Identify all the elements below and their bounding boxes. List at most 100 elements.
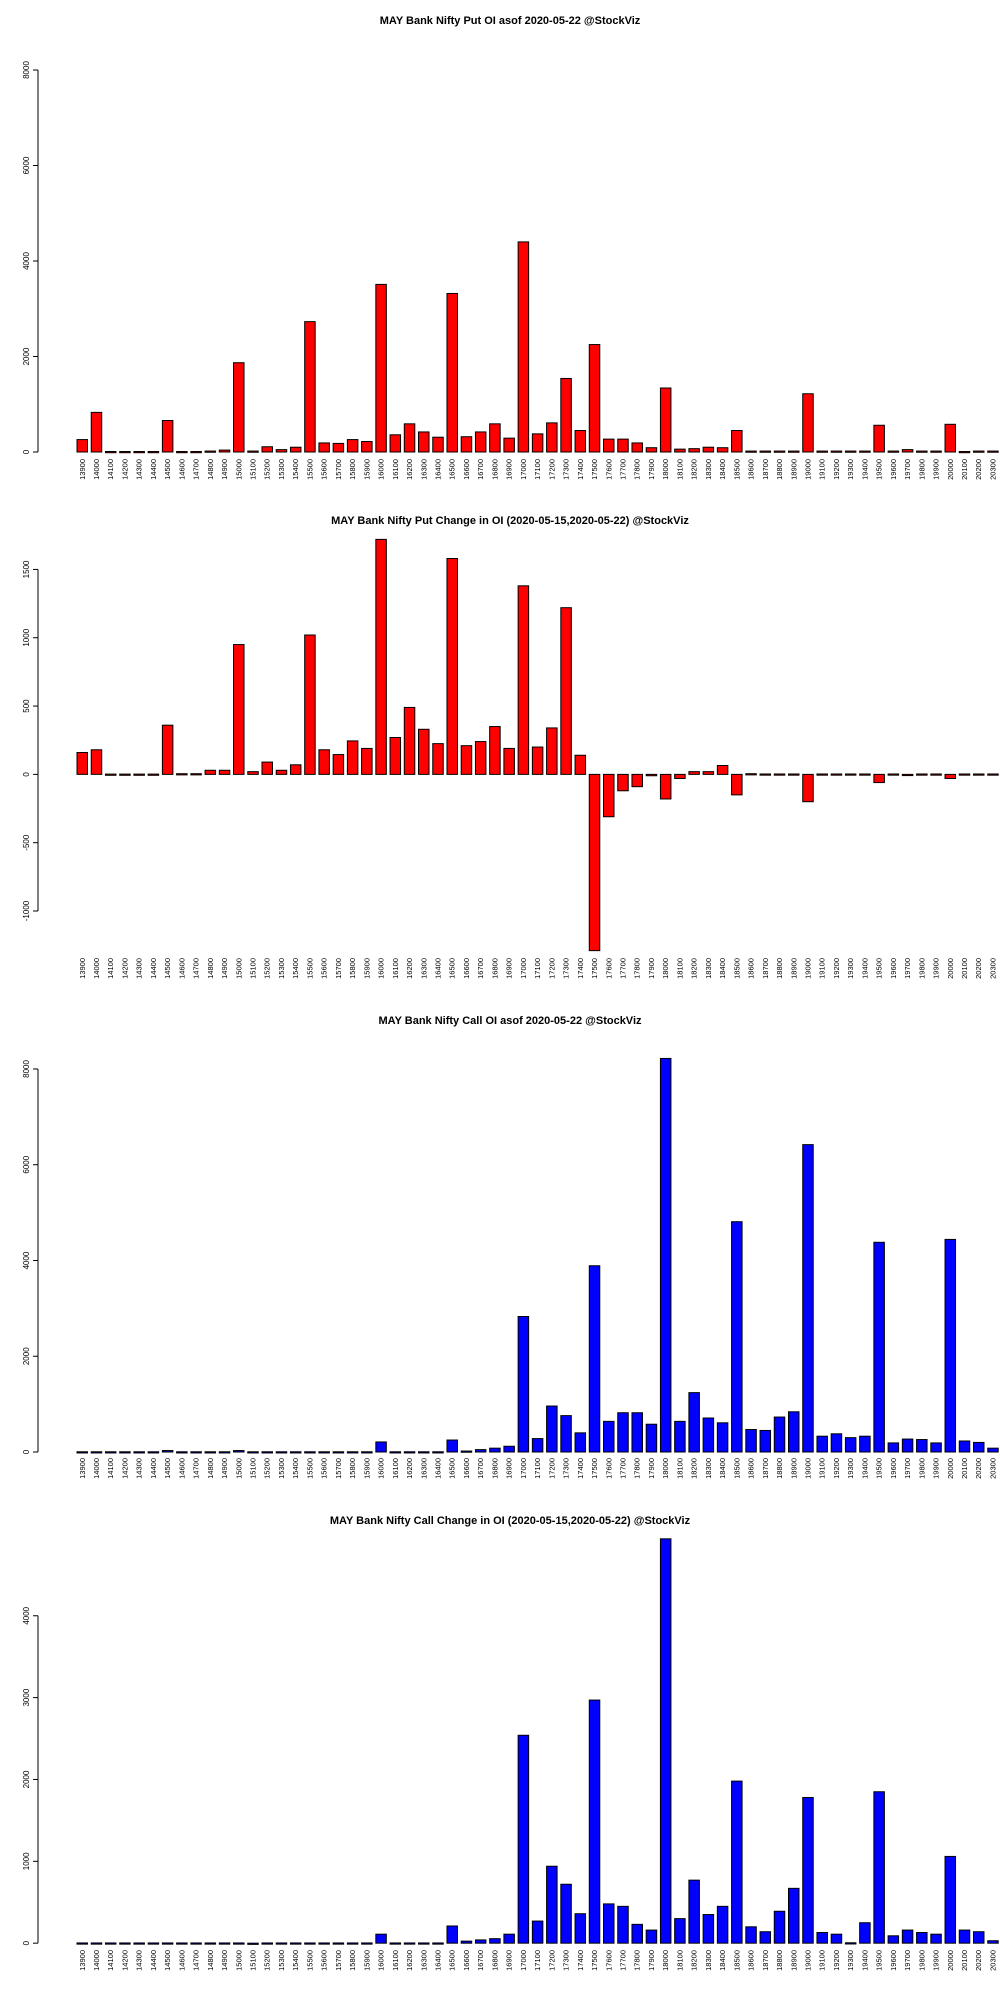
y-tick-label: 2000: [22, 347, 31, 365]
x-tick-label: 15700: [334, 958, 343, 979]
bar: [901, 773, 914, 777]
y-tick-label: 8000: [22, 61, 31, 79]
bar: [460, 745, 473, 775]
x-tick-label: 14400: [149, 958, 158, 979]
bar: [346, 1451, 359, 1454]
bar: [631, 1923, 643, 1944]
bar: [489, 726, 501, 775]
bar: [503, 1445, 515, 1453]
bar: [688, 771, 700, 775]
x-tick-label: 17700: [618, 459, 627, 480]
bar: [773, 1910, 786, 1944]
x-tick-label: 14900: [220, 1950, 229, 1971]
x-tick-label: 17300: [562, 1950, 571, 1971]
bar: [218, 1942, 231, 1945]
x-tick-label: 18000: [661, 459, 670, 480]
x-tick-label: 16500: [448, 958, 457, 979]
chart-title: MAY Bank Nifty Call Change in OI (2020-0…: [330, 1515, 691, 1527]
bar: [716, 1422, 729, 1453]
x-tick-label: 19000: [803, 958, 812, 979]
x-tick-label: 14500: [163, 459, 172, 480]
bar: [489, 423, 501, 453]
x-tick-label: 18300: [704, 1458, 713, 1479]
bar: [688, 1879, 700, 1944]
bar: [773, 1416, 786, 1453]
y-tick-label: 3000: [22, 1688, 31, 1706]
x-tick-label: 15300: [277, 459, 286, 480]
bar: [261, 761, 273, 775]
bar: [261, 1942, 273, 1945]
x-tick-label: 14300: [135, 958, 144, 979]
x-tick-label: 17600: [604, 1950, 613, 1971]
bar: [958, 451, 971, 454]
x-tick-label: 18600: [747, 1950, 756, 1971]
bar: [844, 450, 857, 453]
x-tick-label: 17000: [519, 1458, 528, 1479]
bar: [147, 1942, 160, 1945]
chart-title: MAY Bank Nifty Call OI asof 2020-05-22 @…: [378, 1015, 642, 1027]
x-tick-label: 15500: [305, 1950, 314, 1971]
bar: [218, 449, 231, 453]
bar: [361, 441, 373, 453]
x-tick-label: 19500: [875, 1458, 884, 1479]
bar: [275, 769, 288, 775]
bar: [147, 1451, 160, 1454]
x-tick-label: 17500: [590, 459, 599, 480]
x-tick-label: 18400: [718, 1950, 727, 1971]
bar: [503, 437, 515, 453]
x-tick-label: 14700: [192, 459, 201, 480]
bar: [731, 430, 743, 453]
bar: [275, 1942, 288, 1945]
x-tick-label: 17000: [519, 459, 528, 480]
y-tick-label: 2000: [22, 1347, 31, 1365]
bar: [517, 585, 530, 775]
bar: [190, 1942, 202, 1945]
bar: [830, 1433, 843, 1453]
x-tick-label: 20100: [960, 1950, 969, 1971]
bar: [702, 446, 715, 453]
x-tick-label: 18300: [704, 1950, 713, 1971]
x-tick-label: 16800: [490, 958, 499, 979]
bar: [560, 1415, 572, 1453]
bar: [403, 706, 416, 775]
x-tick-label: 14100: [106, 958, 115, 979]
x-tick-label: 17500: [590, 1458, 599, 1479]
x-tick-label: 14500: [163, 1950, 172, 1971]
x-tick-label: 19600: [889, 459, 898, 480]
bar: [247, 450, 259, 453]
x-tick-label: 19200: [832, 1950, 841, 1971]
bar: [432, 1942, 444, 1945]
x-tick-label: 14600: [177, 958, 186, 979]
x-tick-label: 19600: [889, 1458, 898, 1479]
x-tick-label: 18200: [690, 958, 699, 979]
x-tick-label: 17400: [576, 459, 585, 480]
x-tick-label: 19700: [903, 1950, 912, 1971]
bar: [233, 1450, 245, 1453]
x-tick-label: 17500: [590, 958, 599, 979]
bar: [517, 1734, 530, 1944]
bar: [446, 1439, 458, 1453]
x-tick-label: 20000: [946, 1950, 955, 1971]
x-tick-label: 17800: [633, 1950, 642, 1971]
bar: [119, 773, 131, 776]
x-tick-label: 18200: [690, 1950, 699, 1971]
y-tick-label: 0: [22, 1449, 31, 1454]
x-tick-label: 16100: [391, 459, 400, 480]
chart-put_oi: MAY Bank Nifty Put OI asof 2020-05-22 @S…: [22, 15, 999, 480]
bar: [517, 241, 530, 453]
x-tick-label: 17100: [533, 1458, 542, 1479]
x-tick-label: 14400: [149, 459, 158, 480]
bar: [944, 1238, 957, 1453]
x-tick-label: 14100: [106, 1458, 115, 1479]
bar: [460, 436, 473, 453]
bar: [716, 447, 729, 453]
x-tick-label: 19300: [846, 1458, 855, 1479]
bar: [531, 1920, 544, 1944]
bar: [474, 1939, 487, 1944]
bar: [119, 451, 131, 454]
x-tick-label: 18600: [747, 1458, 756, 1479]
y-tick-label: 1000: [22, 628, 31, 646]
x-tick-label: 18100: [675, 958, 684, 979]
x-tick-label: 14200: [120, 1950, 129, 1971]
bar: [958, 773, 971, 776]
